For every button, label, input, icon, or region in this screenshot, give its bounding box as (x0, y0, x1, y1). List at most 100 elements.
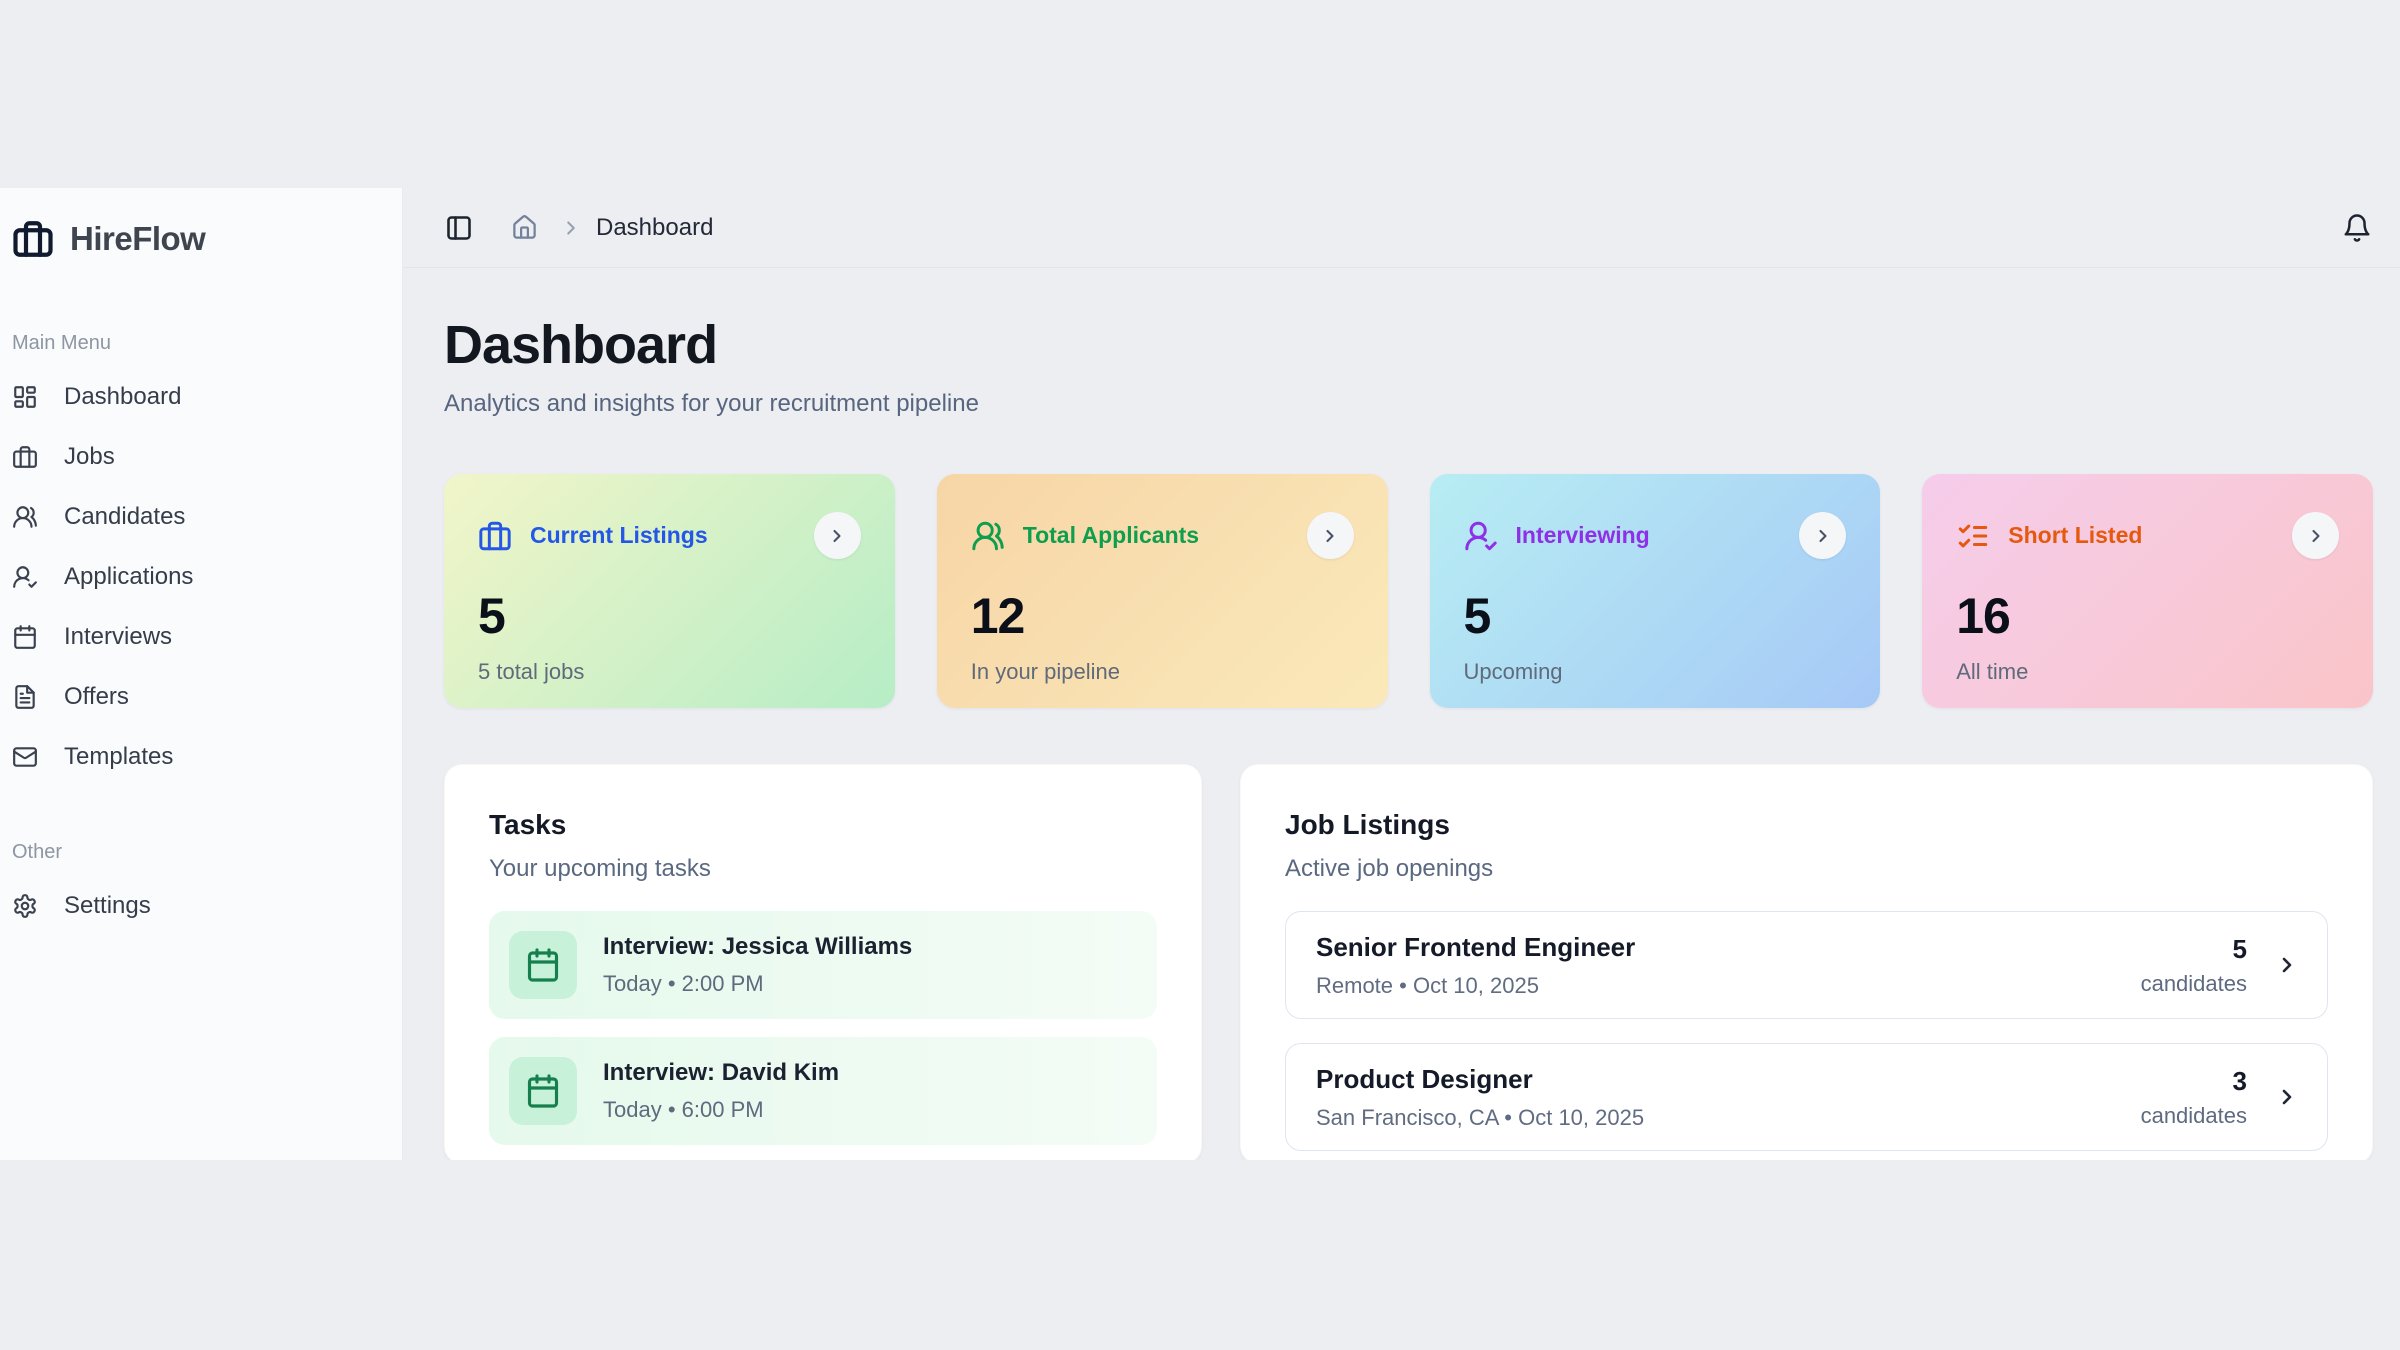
sidebar-item-settings[interactable]: Settings (10, 876, 388, 936)
users-icon (971, 519, 1005, 553)
stat-value: 5 (1463, 588, 1492, 644)
sidebar-item-label: Templates (64, 743, 174, 770)
chevron-right-icon (560, 217, 582, 239)
app-logo: HireFlow (10, 212, 388, 260)
stat-label: Total Applicants (1022, 522, 1200, 548)
chevron-right-icon (1320, 526, 1340, 546)
breadcrumb[interactable]: Dashboard (596, 213, 714, 241)
task-item[interactable]: Interview: David Kim Today • 6:00 PM (489, 1037, 1157, 1145)
task-title: Interview: Jessica Williams (603, 933, 913, 960)
briefcase-logo-icon (12, 218, 54, 260)
sidebar: HireFlow Main Menu Dashboard Jobs Candid… (0, 188, 403, 1160)
sidebar-section-other: Other (12, 841, 63, 863)
sidebar-item-templates[interactable]: Templates (10, 727, 388, 787)
sidebar-item-label: Settings (64, 892, 151, 919)
stat-label: Current Listings (530, 522, 708, 548)
sidebar-item-jobs[interactable]: Jobs (10, 427, 388, 487)
briefcase-icon (12, 444, 38, 470)
users-icon (12, 504, 38, 530)
job-row[interactable]: Senior Frontend Engineer Remote • Oct 10… (1285, 911, 2328, 1019)
stat-caption: 5 total jobs (478, 659, 585, 684)
job-title: Product Designer (1316, 1063, 1533, 1094)
job-listings-subtitle: Active job openings (1285, 855, 1494, 882)
stat-value: 5 (478, 588, 506, 644)
sidebar-item-offers[interactable]: Offers (10, 667, 388, 727)
sidebar-item-label: Interviews (64, 623, 173, 650)
sidebar-item-dashboard[interactable]: Dashboard (10, 367, 388, 427)
job-candidate-count: 5 candidates (2141, 934, 2247, 997)
chevron-right-icon (2306, 526, 2326, 546)
stat-caption: In your pipeline (970, 659, 1120, 684)
chevron-right-icon (827, 526, 847, 546)
page-subtitle: Analytics and insights for your recruitm… (444, 390, 979, 417)
sidebar-section-main-menu: Main Menu (12, 332, 111, 354)
page-content: Dashboard Analytics and insights for you… (403, 268, 2400, 1160)
stat-value: 16 (1956, 588, 2011, 644)
sidebar-item-candidates[interactable]: Candidates (10, 487, 388, 547)
sidebar-item-label: Offers (64, 683, 129, 710)
job-candidate-count: 3 candidates (2141, 1066, 2247, 1129)
mail-icon (12, 744, 38, 770)
task-title: Interview: David Kim (603, 1059, 840, 1086)
sidebar-toggle-icon[interactable] (445, 214, 473, 242)
layout-dashboard-icon (12, 384, 38, 410)
job-listings-title: Job Listings (1285, 809, 1450, 840)
bell-icon[interactable] (2342, 213, 2372, 243)
task-meta: Today • 2:00 PM (603, 971, 764, 996)
app-name: HireFlow (70, 220, 206, 257)
sidebar-item-label: Candidates (64, 503, 186, 530)
task-meta: Today • 6:00 PM (603, 1097, 764, 1122)
job-count-label: candidates (2140, 1102, 2247, 1128)
home-icon[interactable] (511, 214, 538, 241)
job-list: Senior Frontend Engineer Remote • Oct 10… (1285, 911, 2328, 1151)
stat-caption: Upcoming (1463, 659, 1563, 684)
stat-card-short-listed[interactable]: Short Listed 16 All time (1922, 474, 2373, 708)
page-title: Dashboard (444, 315, 718, 375)
chevron-right-icon (1813, 526, 1833, 546)
stat-label: Interviewing (1515, 522, 1650, 548)
stat-open-button[interactable] (813, 512, 861, 559)
stat-value: 12 (970, 588, 1026, 644)
calendar-icon (509, 931, 577, 999)
task-item[interactable]: Interview: Jessica Williams Today • 2:00… (489, 911, 1157, 1019)
job-count-value: 5 (2232, 933, 2247, 964)
topbar: Dashboard (403, 188, 2400, 268)
tasks-panel-title: Tasks (489, 809, 567, 840)
job-count-label: candidates (2140, 970, 2247, 996)
tasks-panel-subtitle: Your upcoming tasks (489, 855, 711, 882)
stat-caption: All time (1956, 659, 2029, 684)
job-row[interactable]: Product Designer San Francisco, CA • Oct… (1285, 1043, 2328, 1151)
file-text-icon (12, 684, 38, 710)
panels-row: Tasks Your upcoming tasks Interview: Jes… (444, 764, 2373, 1160)
gear-icon (12, 893, 38, 919)
stat-cards-row: Current Listings 5 5 total jobs Total Ap… (444, 474, 2373, 708)
sidebar-item-label: Jobs (64, 443, 115, 470)
stat-open-button[interactable] (1306, 512, 1354, 559)
main-area: Dashboard Dashboard Analytics and insigh… (403, 188, 2400, 1160)
stat-label: Short Listed (2008, 522, 2143, 548)
user-check-icon (1464, 519, 1498, 553)
chevron-right-icon[interactable] (2275, 953, 2299, 977)
list-checks-icon (1956, 519, 1990, 553)
stat-card-interviewing[interactable]: Interviewing 5 Upcoming (1429, 474, 1881, 708)
job-count-value: 3 (2232, 1065, 2247, 1096)
stat-card-total-applicants[interactable]: Total Applicants 12 In your pipeline (936, 474, 1388, 708)
sidebar-item-label: Dashboard (64, 383, 182, 410)
briefcase-icon (478, 519, 512, 553)
job-listings-panel: Job Listings Active job openings Senior … (1240, 764, 2373, 1160)
job-meta: San Francisco, CA • Oct 10, 2025 (1316, 1104, 1645, 1130)
stat-open-button[interactable] (2292, 512, 2339, 559)
sidebar-item-applications[interactable]: Applications (10, 547, 388, 607)
calendar-icon (12, 624, 38, 650)
tasks-panel: Tasks Your upcoming tasks Interview: Jes… (444, 764, 1202, 1160)
sidebar-item-label: Applications (64, 563, 194, 590)
sidebar-item-interviews[interactable]: Interviews (10, 607, 388, 667)
chevron-right-icon[interactable] (2275, 1085, 2299, 1109)
app-window: HireFlow Main Menu Dashboard Jobs Candid… (0, 188, 2400, 1160)
calendar-icon (509, 1057, 577, 1125)
task-list: Interview: Jessica Williams Today • 2:00… (489, 911, 1157, 1145)
stat-card-current-listings[interactable]: Current Listings 5 5 total jobs (444, 474, 895, 708)
job-meta: Remote • Oct 10, 2025 (1316, 972, 1539, 998)
stat-open-button[interactable] (1799, 512, 1847, 559)
job-title: Senior Frontend Engineer (1316, 931, 1636, 962)
